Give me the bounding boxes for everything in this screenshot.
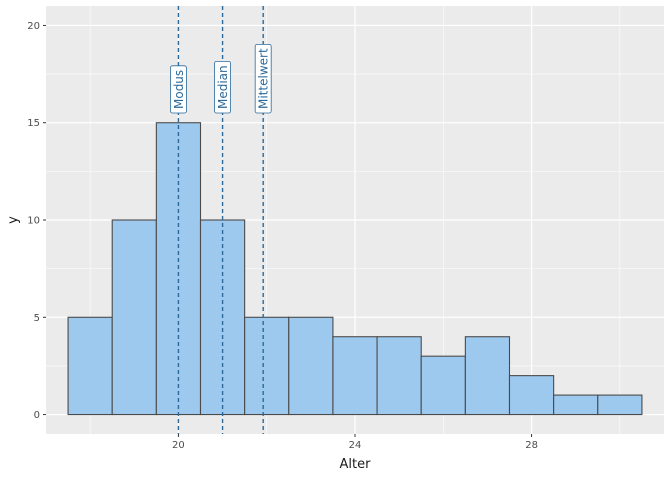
histogram-bar xyxy=(508,375,555,416)
histogram-bar xyxy=(376,336,422,416)
x-tick-label: 28 xyxy=(525,440,538,451)
y-tick-label: 0 xyxy=(34,410,40,421)
reference-label-group: Median xyxy=(214,60,231,114)
y-tick-label: 5 xyxy=(34,313,40,324)
reference-lines: Modus Median Mittelwert xyxy=(170,6,272,434)
y-tick-label: 15 xyxy=(27,118,40,129)
x-tick-label: 24 xyxy=(349,440,362,451)
reference-line-label: Mittelwert xyxy=(257,48,271,109)
histogram-bar xyxy=(332,336,378,416)
histogram-bar xyxy=(420,355,466,416)
y-tick-label: 10 xyxy=(27,216,40,227)
histogram-bars xyxy=(67,122,643,416)
histogram-bar xyxy=(111,219,157,416)
reference-label-group: Modus xyxy=(170,65,187,114)
y-tick-label: 20 xyxy=(27,21,40,32)
reference-label-box xyxy=(254,43,272,114)
y-axis-title: y xyxy=(6,216,21,224)
histogram-bar xyxy=(67,316,113,416)
reference-label-box xyxy=(170,65,187,114)
reference-label-box xyxy=(214,60,231,114)
x-tick-label: 20 xyxy=(172,440,185,451)
reference-line-label: Modus xyxy=(172,70,186,109)
histogram-bar xyxy=(464,336,511,416)
reference-label-group: Mittelwert xyxy=(254,43,272,114)
reference-line-label: Median xyxy=(216,65,230,109)
y-axis-ticks: 0 5 10 15 20 xyxy=(27,21,46,421)
x-axis-title: Alter xyxy=(340,457,372,472)
x-axis-ticks: 20 24 28 xyxy=(172,434,538,451)
histogram-bar xyxy=(244,316,290,416)
histogram-bar xyxy=(288,316,334,416)
histogram-bar xyxy=(553,394,599,416)
histogram-bar xyxy=(597,394,643,416)
